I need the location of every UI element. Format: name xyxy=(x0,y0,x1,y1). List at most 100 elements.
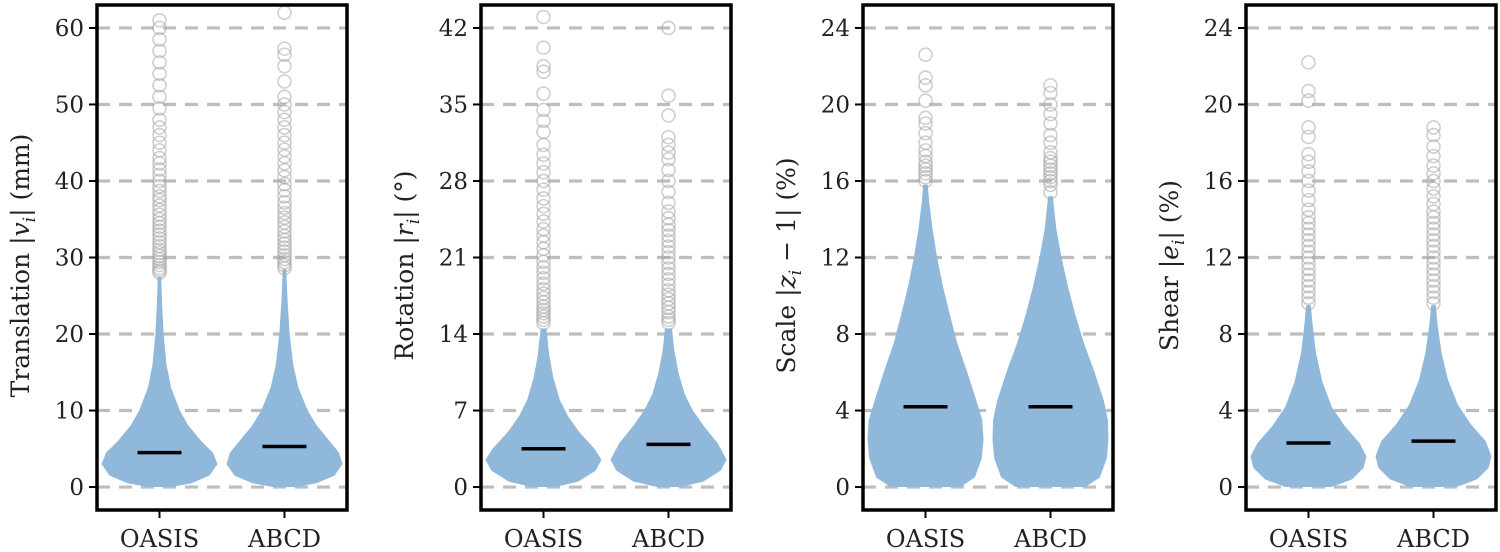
x-category-label: ABCD xyxy=(247,525,321,552)
outlier-point xyxy=(918,143,933,158)
outlier-point xyxy=(536,286,551,301)
outlier-point xyxy=(1301,284,1316,300)
y-tick-label: 0 xyxy=(835,475,850,501)
outlier-point xyxy=(277,200,292,216)
outlier-point xyxy=(661,291,676,307)
outlier-point xyxy=(152,143,167,158)
outlier-point xyxy=(536,9,551,25)
outlier-point xyxy=(536,281,551,297)
outlier-point xyxy=(1426,139,1441,154)
outlier-point xyxy=(152,120,167,135)
y-axis-label: Rotation |ri| (°) xyxy=(390,170,424,360)
outlier-point xyxy=(1301,290,1316,305)
outlier-point xyxy=(1426,238,1441,254)
outlier-point xyxy=(277,47,292,63)
outlier-point xyxy=(1301,164,1316,179)
outlier-point xyxy=(1426,221,1441,237)
outlier-point xyxy=(1043,185,1058,200)
outlier-point xyxy=(1301,55,1316,70)
x-category-label: OASIS xyxy=(886,525,965,552)
outlier-point xyxy=(661,137,676,153)
outlier-point xyxy=(1426,188,1441,204)
y-tick-label: 20 xyxy=(821,92,850,118)
outlier-point xyxy=(152,227,167,242)
outlier-point xyxy=(1301,221,1316,237)
chart-panel-1: 0 10 20 30 40 50 60 OASIS ABCD Translation |vi| (… xyxy=(6,3,349,552)
outlier-point xyxy=(1301,278,1316,294)
outlier-point xyxy=(152,55,167,70)
outlier-point xyxy=(1301,83,1316,99)
outlier-point xyxy=(277,142,292,157)
violin-body xyxy=(101,276,218,487)
outlier-point xyxy=(277,127,292,143)
outlier-point xyxy=(918,135,933,151)
violin-body xyxy=(226,269,343,487)
outlier-point xyxy=(918,173,933,189)
outlier-point xyxy=(1301,232,1316,248)
outlier-point xyxy=(277,58,292,74)
outlier-point xyxy=(536,290,551,306)
outlier-point xyxy=(1301,210,1316,225)
outlier-point xyxy=(661,108,676,123)
outlier-point xyxy=(661,151,676,167)
outlier-point xyxy=(918,166,933,181)
outlier-point xyxy=(277,74,292,89)
y-tick-label: 12 xyxy=(1204,246,1233,272)
outlier-point xyxy=(277,120,292,135)
outlier-point xyxy=(536,276,551,292)
outlier-point xyxy=(536,86,551,101)
outlier-point xyxy=(1301,296,1316,311)
outlier-point xyxy=(661,129,676,145)
outlier-point xyxy=(1301,192,1316,208)
outlier-point xyxy=(661,20,676,36)
outlier-point xyxy=(1426,148,1441,164)
y-tick-label: 35 xyxy=(439,92,468,118)
outlier-point xyxy=(152,112,167,128)
outlier-point xyxy=(918,78,933,93)
outlier-point xyxy=(536,198,551,214)
outlier-point xyxy=(536,64,551,79)
outlier-point xyxy=(1426,215,1441,231)
outlier-point xyxy=(277,112,292,128)
chart-panel-2: 0 7 14 21 28 35 42 OASIS ABCD Rotation |ri| (°) xyxy=(390,3,733,552)
outlier-point xyxy=(1426,267,1441,283)
outlier-point xyxy=(277,135,292,151)
outlier-point xyxy=(1043,106,1058,122)
outlier-point xyxy=(277,89,292,105)
outlier-point xyxy=(536,191,551,206)
outlier-point xyxy=(152,231,167,246)
outlier-point xyxy=(536,228,551,243)
outlier-point xyxy=(1426,204,1441,219)
outlier-point xyxy=(277,104,292,120)
outlier-point xyxy=(152,100,167,116)
outlier-point xyxy=(661,204,676,219)
outlier-point xyxy=(152,89,167,105)
outlier-point xyxy=(1426,255,1441,271)
outlier-point xyxy=(1426,278,1441,294)
x-category-label: ABCD xyxy=(1013,525,1087,552)
outlier-point xyxy=(1426,296,1441,311)
outlier-point xyxy=(1043,154,1058,170)
outlier-point xyxy=(152,242,167,258)
y-tick-label: 16 xyxy=(1204,169,1233,195)
y-axis-label: Scale |zi − 1| (%) xyxy=(772,157,806,373)
outlier-point xyxy=(1426,181,1441,196)
outlier-point xyxy=(1301,154,1316,170)
y-axis-label: Shear |ei| (%) xyxy=(1155,180,1189,351)
outlier-point xyxy=(536,156,551,171)
outlier-point xyxy=(536,58,551,74)
outlier-point xyxy=(152,179,167,194)
outlier-point xyxy=(536,214,551,229)
outlier-point xyxy=(918,70,933,85)
outlier-point xyxy=(277,251,292,267)
outlier-point xyxy=(536,102,551,118)
outlier-point xyxy=(152,234,167,250)
outlier-point xyxy=(1301,202,1316,217)
outlier-point xyxy=(152,66,167,82)
outlier-point xyxy=(661,88,676,104)
y-tick-label: 50 xyxy=(55,92,84,118)
outlier-point xyxy=(661,228,676,243)
y-tick-label: 0 xyxy=(1218,475,1233,501)
outlier-point xyxy=(661,210,676,226)
outlier-point xyxy=(536,113,551,129)
